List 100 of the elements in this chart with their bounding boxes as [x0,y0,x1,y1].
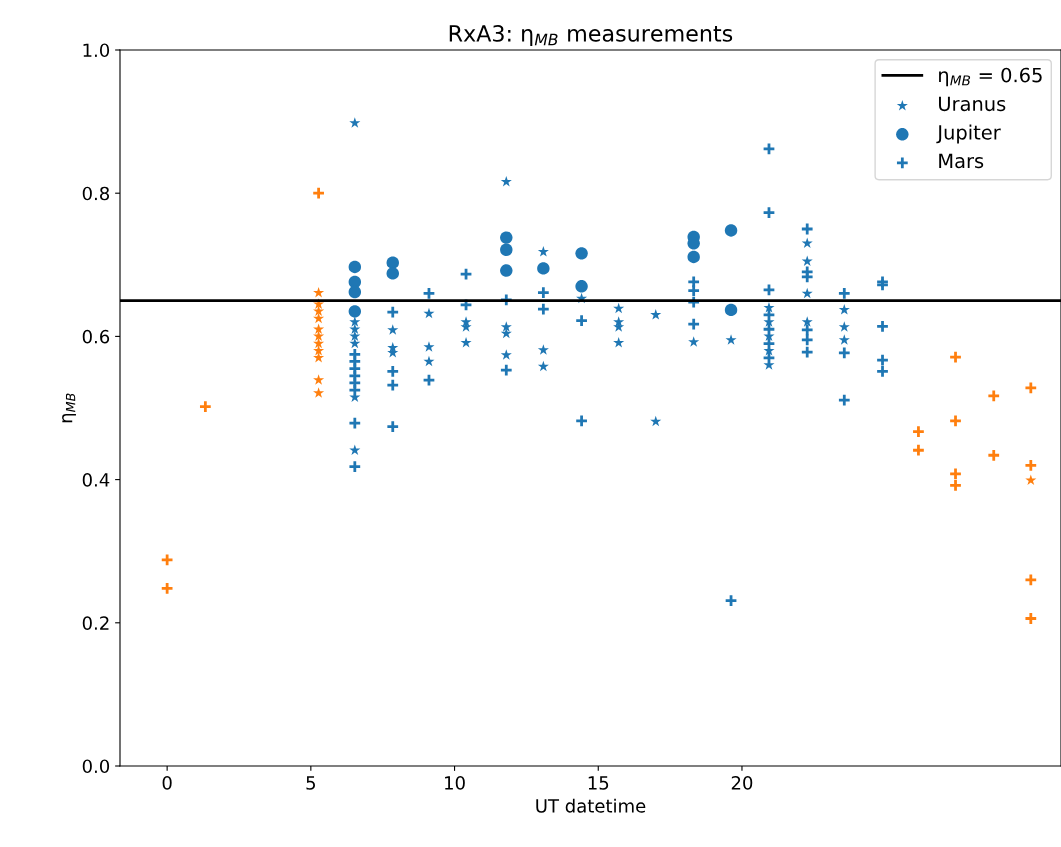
point [762,205,776,220]
point [650,309,662,320]
point [460,337,472,348]
point [313,305,325,317]
point [348,459,362,474]
point [762,308,776,322]
point [948,414,963,428]
point [837,393,852,407]
point [537,360,549,372]
legend-label: η$_{MB}$ = 0.65 [939,67,1042,87]
point [800,333,814,347]
point [688,336,700,347]
point [724,224,738,237]
legend-label: Jupiter [936,124,1001,144]
x-tick-label: 15 [588,776,609,790]
point [422,373,436,387]
chart-title: RxA3: η$_{MB}$ measurements [449,25,733,47]
point [948,350,963,364]
point [801,255,813,266]
point [911,424,926,439]
point [838,334,850,345]
point [348,285,362,299]
point [575,247,588,260]
point [948,478,963,493]
point [348,260,362,274]
point [348,416,362,430]
point [500,349,512,360]
point [686,283,701,298]
point [762,322,776,337]
point [762,283,776,297]
point [349,117,361,128]
point [686,317,701,331]
point [536,285,551,300]
point [348,305,362,318]
point [537,262,550,275]
point [313,323,325,334]
point [1024,611,1038,626]
point [725,334,737,345]
point [837,346,852,360]
point [313,352,325,363]
point [875,364,890,379]
point [500,264,513,277]
point [349,323,361,334]
point [837,286,852,301]
point [875,353,890,367]
point [686,295,701,309]
legend-label: Mars [939,153,984,169]
x-axis-title: UT datetime [536,798,646,813]
point [724,593,738,608]
point [762,336,776,351]
x-tick-label: 20 [731,776,753,790]
point [838,304,850,315]
point [762,351,776,365]
point [613,337,625,348]
point [948,467,963,481]
point [875,319,890,334]
point [537,246,549,257]
point [386,267,399,280]
x-tick-label: 10 [445,776,465,790]
point [499,363,514,377]
point [500,321,512,332]
point [800,323,814,337]
point [762,142,776,156]
point [349,444,361,455]
point [911,443,926,458]
point [385,419,400,434]
point [724,303,738,317]
legend-label: Uranus [939,96,1006,112]
point [1024,381,1038,395]
y-tick-label: 0.4 [82,473,110,487]
point [500,243,513,256]
point [537,344,549,355]
point [313,344,325,356]
point [575,280,588,293]
point [536,302,551,316]
point [387,324,399,335]
point [313,374,325,385]
point [160,553,174,567]
point [1024,573,1038,587]
point [385,305,400,319]
y-axis-title: η$_{MB}$ [62,393,76,423]
point [313,312,325,324]
point [986,448,1001,463]
point [423,355,435,367]
point [800,222,814,236]
point [574,313,589,328]
point [311,186,326,200]
point [313,337,325,349]
y-tick-label: 0.8 [82,186,110,201]
point [423,341,435,352]
point [574,414,589,428]
y-tick-label: 1.0 [83,43,110,58]
point [801,316,813,327]
point [160,581,174,596]
point [838,321,850,332]
y-tick-label: 0.0 [82,759,110,774]
point [687,250,700,264]
point [763,301,775,313]
point [349,316,361,327]
point [800,345,814,359]
